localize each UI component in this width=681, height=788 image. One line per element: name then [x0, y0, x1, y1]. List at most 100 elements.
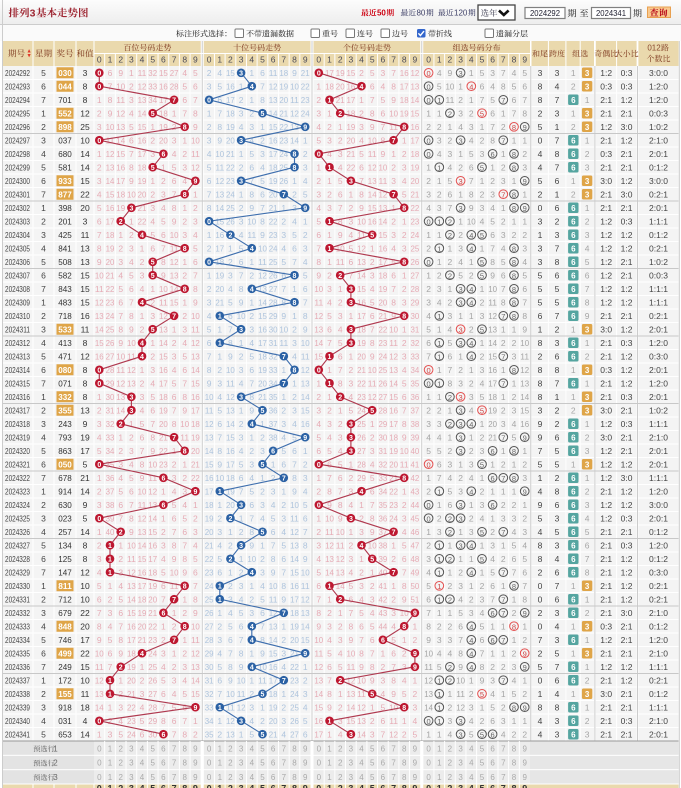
svg-text:7: 7: [392, 138, 396, 145]
svg-text:21: 21: [488, 432, 497, 442]
svg-text:12: 12: [336, 554, 345, 564]
svg-text:9: 9: [193, 784, 198, 788]
svg-text:20: 20: [138, 189, 147, 199]
svg-text:40: 40: [411, 446, 420, 456]
svg-text:3: 3: [172, 676, 177, 686]
svg-text:22: 22: [191, 473, 200, 483]
svg-text:7: 7: [501, 352, 505, 361]
svg-text:2024299: 2024299: [5, 162, 30, 172]
svg-text:7: 7: [426, 351, 431, 361]
svg-text:1: 1: [292, 311, 297, 321]
svg-text:17: 17: [127, 635, 136, 645]
svg-text:1: 1: [41, 392, 46, 402]
svg-text:5: 5: [151, 273, 155, 280]
svg-text:7: 7: [172, 405, 177, 415]
svg-text:8: 8: [501, 297, 506, 307]
svg-text:5: 5: [402, 189, 407, 199]
svg-text:8: 8: [83, 541, 88, 551]
svg-text:11: 11: [191, 324, 200, 334]
svg-text:9: 9: [193, 297, 198, 307]
svg-text:2: 2: [501, 554, 506, 564]
svg-text:19: 19: [205, 514, 214, 524]
svg-text:24: 24: [148, 649, 157, 659]
svg-text:6: 6: [118, 500, 123, 510]
svg-text:42: 42: [411, 473, 420, 483]
svg-text:39: 39: [106, 514, 115, 524]
svg-text:6: 6: [172, 716, 177, 726]
svg-text:1: 1: [426, 473, 431, 483]
svg-text:5: 5: [261, 111, 265, 118]
svg-text:1: 1: [555, 392, 560, 402]
svg-text:29: 29: [269, 311, 278, 321]
svg-text:31: 31: [205, 676, 214, 686]
svg-text:843: 843: [58, 284, 72, 294]
svg-text:1:2: 1:2: [600, 243, 612, 253]
svg-text:1:0:2: 1:0:2: [649, 257, 668, 267]
svg-text:6: 6: [161, 475, 165, 482]
svg-text:2: 2: [193, 203, 198, 213]
svg-text:3: 3: [97, 122, 102, 132]
svg-text:17: 17: [80, 635, 90, 645]
svg-text:12: 12: [138, 514, 147, 524]
svg-text:6: 6: [271, 448, 275, 455]
svg-text:2: 2: [161, 176, 166, 186]
svg-text:3: 3: [469, 459, 474, 469]
svg-text:1: 1: [97, 149, 102, 159]
svg-text:6: 6: [538, 311, 543, 321]
svg-text:10: 10: [247, 554, 256, 564]
svg-text:1: 1: [391, 203, 396, 213]
svg-text:2: 2: [448, 257, 453, 267]
svg-text:7: 7: [161, 243, 166, 253]
svg-text:6: 6: [490, 716, 495, 726]
svg-text:21: 21: [226, 149, 235, 159]
svg-text:5: 5: [480, 68, 485, 78]
svg-text:7: 7: [239, 635, 244, 645]
svg-text:1: 1: [571, 365, 576, 375]
svg-text:1:2: 1:2: [600, 68, 612, 78]
svg-text:398: 398: [58, 203, 72, 213]
svg-text:8: 8: [391, 82, 396, 92]
svg-text:14: 14: [80, 527, 90, 537]
svg-text:2:0:1: 2:0:1: [649, 392, 668, 402]
svg-text:4: 4: [250, 570, 254, 577]
svg-text:3: 3: [469, 122, 474, 132]
svg-text:0:3: 0:3: [600, 82, 612, 92]
svg-text:9: 9: [522, 784, 527, 788]
svg-text:5: 5: [512, 432, 517, 442]
svg-text:12: 12: [191, 338, 200, 348]
svg-text:2: 2: [538, 649, 543, 659]
svg-text:2: 2: [448, 744, 453, 753]
svg-text:1: 1: [217, 55, 222, 65]
svg-text:4: 4: [303, 703, 308, 713]
svg-text:9: 9: [538, 432, 543, 442]
svg-text:2: 2: [338, 55, 343, 65]
svg-text:22: 22: [357, 378, 366, 388]
svg-text:3: 3: [469, 608, 474, 618]
svg-text:3: 3: [239, 138, 243, 145]
svg-text:3: 3: [370, 270, 375, 280]
svg-text:31: 31: [411, 324, 420, 334]
svg-text:43: 43: [411, 486, 420, 496]
svg-text:3: 3: [459, 69, 463, 78]
svg-text:3: 3: [239, 216, 244, 226]
svg-text:14: 14: [258, 297, 267, 307]
svg-text:1: 1: [512, 324, 517, 334]
svg-text:3: 3: [239, 773, 244, 782]
svg-text:1: 1: [413, 622, 418, 632]
svg-text:2: 2: [522, 230, 527, 240]
svg-text:2: 2: [512, 730, 517, 740]
svg-text:2: 2: [501, 459, 506, 469]
svg-text:11: 11: [389, 122, 398, 132]
svg-text:7: 7: [150, 419, 155, 429]
svg-text:1: 1: [512, 176, 517, 186]
svg-text:4: 4: [448, 473, 453, 483]
svg-text:3: 3: [458, 486, 463, 496]
svg-text:1: 1: [108, 55, 113, 65]
svg-text:4: 4: [281, 243, 286, 253]
svg-text:9: 9: [303, 124, 307, 131]
svg-text:5: 5: [83, 514, 88, 524]
svg-text:3: 3: [193, 527, 198, 537]
svg-text:13: 13: [159, 324, 168, 334]
svg-text:12: 12: [95, 297, 104, 307]
svg-text:4: 4: [359, 595, 364, 605]
